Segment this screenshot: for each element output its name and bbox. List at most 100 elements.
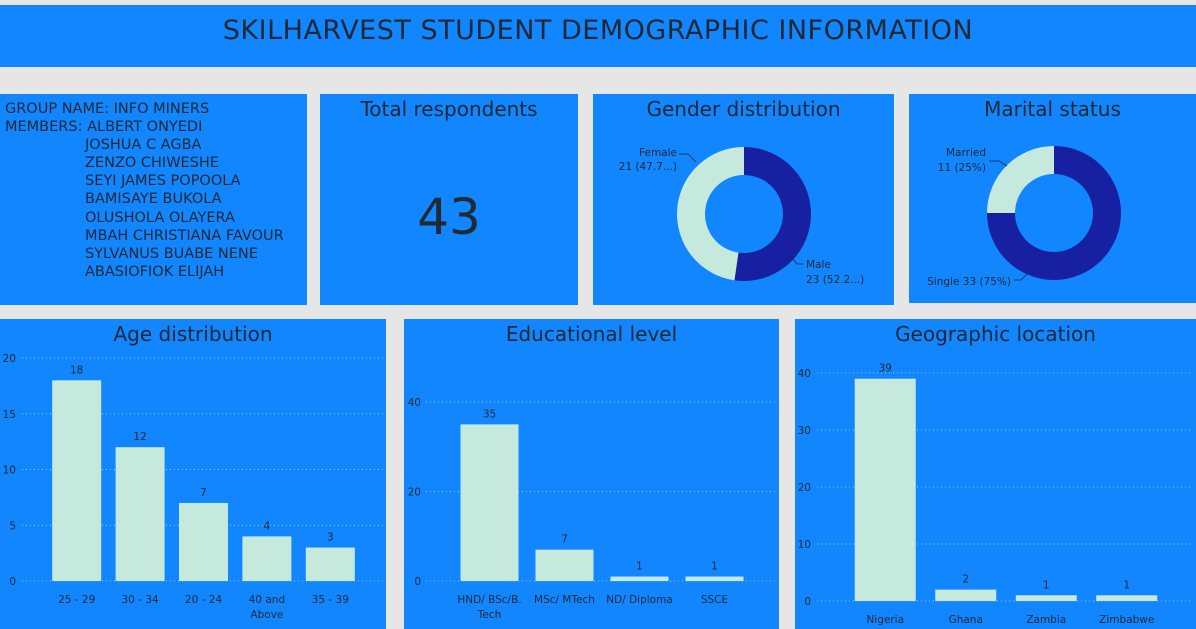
slice-value-female: 21 (47.7...) (619, 161, 677, 173)
y-tick-label: 20 (798, 482, 811, 494)
bar[interactable] (610, 576, 669, 581)
x-tick-label: 35 - 39 (312, 594, 349, 606)
x-tick-label: SSCE (701, 594, 728, 606)
data-label: 18 (70, 364, 83, 376)
member-name: ABASIOFIOK ELIJAH (85, 263, 225, 280)
x-tick-label: MSc/ MTech (534, 594, 595, 606)
dashboard-title: SKILHARVEST STUDENT DEMOGRAPHIC INFORMAT… (222, 15, 974, 46)
donut-slice-married[interactable] (987, 146, 1054, 213)
y-tick-label: 20 (408, 487, 421, 499)
data-label: 7 (561, 534, 568, 546)
y-tick-label: 40 (798, 368, 811, 380)
data-label: 1 (711, 561, 718, 573)
bar[interactable] (460, 424, 519, 581)
y-tick-label: 30 (798, 425, 811, 437)
x-tick-label: Ghana (949, 614, 983, 626)
total-respondents-card[interactable]: Total respondents 43 (320, 94, 578, 305)
education-bar-chart[interactable]: 0 20 40 35 HND/ BSc/B. Tech 7 MSc/ MTech 1 ND/ Di… (404, 319, 779, 629)
group-name: GROUP NAME: INFO MINERS (5, 101, 210, 117)
geo-card[interactable]: Geographic location 0 10 20 30 40 39 Nigeria 2 G… (795, 319, 1196, 629)
x-tick-label: 30 - 34 (122, 594, 160, 606)
data-label: 35 (483, 408, 496, 420)
marital-donut-chart[interactable]: Married 11 (25%) Single 33 (75%) (909, 94, 1196, 303)
data-label: 1 (1123, 579, 1130, 591)
group-info: GROUP NAME: INFO MINERS MEMBERS: ALBERT … (5, 100, 284, 281)
member-name: MEMBERS: ALBERT ONYEDI (5, 119, 203, 136)
donut-slice-female[interactable] (677, 147, 744, 281)
y-tick-label: 5 (9, 520, 16, 532)
x-tick-label: 20 - 24 (185, 594, 223, 606)
slice-label-female: Female (639, 147, 677, 159)
age-bar-chart[interactable]: 0 5 10 15 20 18 25 - 29 12 30 - 34 7 20 - 24 4 40 an… (0, 319, 386, 629)
x-tick-label: HND/ BSc/B. (457, 594, 521, 606)
data-label: 2 (962, 574, 969, 586)
y-tick-label: 0 (804, 596, 811, 608)
bar[interactable] (305, 547, 355, 581)
bar[interactable] (1096, 595, 1158, 601)
data-label: 1 (636, 561, 643, 573)
bar[interactable] (935, 589, 997, 601)
member-name: ZENZO CHIWESHE (85, 155, 219, 172)
header-banner: SKILHARVEST STUDENT DEMOGRAPHIC INFORMAT… (0, 5, 1196, 67)
x-tick-label: 25 - 29 (58, 594, 95, 606)
bar[interactable] (535, 549, 594, 581)
leader-line (790, 255, 803, 265)
y-tick-label: 20 (3, 353, 16, 365)
bar[interactable] (685, 576, 744, 581)
education-card[interactable]: Educational level 0 20 40 35 HND/ BSc/B. Tech… (404, 319, 779, 629)
age-card[interactable]: Age distribution 0 5 10 15 20 18 25 - 29 12 30 -… (0, 319, 386, 629)
bar[interactable] (52, 380, 102, 581)
x-tick-label: Above (250, 609, 283, 621)
donut-slice-single[interactable] (987, 146, 1121, 280)
member-name: MBAH CHRISTIANA FAVOUR (85, 227, 284, 244)
data-label: 1 (1043, 579, 1050, 591)
member-name: JOSHUA C AGBA (85, 137, 202, 154)
bar[interactable] (854, 378, 916, 601)
x-tick-label: Nigeria (866, 614, 904, 626)
data-label: 7 (200, 487, 207, 499)
member-name: SEYI JAMES POPOOLA (85, 173, 241, 190)
group-card[interactable]: GROUP NAME: INFO MINERS MEMBERS: ALBERT … (0, 94, 307, 305)
age-title: Age distribution (113, 322, 273, 346)
x-tick-label: Zimbabwe (1099, 614, 1154, 626)
geo-bar-chart[interactable]: 0 10 20 30 40 39 Nigeria 2 Ghana 1 Zambia 1 Zimbabwe (795, 319, 1196, 629)
bar[interactable] (115, 447, 165, 581)
geo-title: Geographic location (895, 322, 1096, 346)
member-name: OLUSHOLA OLAYERA (85, 209, 235, 226)
leader-line (1014, 273, 1028, 281)
y-tick-label: 10 (798, 539, 811, 551)
gender-donut-chart[interactable]: Female 21 (47.7...) Male 23 (52.2...) (593, 94, 894, 305)
total-respondents-title: Total respondents (360, 97, 538, 121)
x-tick-label: Tech (477, 609, 502, 621)
y-tick-label: 0 (9, 576, 16, 588)
total-respondents-value: 43 (417, 188, 481, 246)
data-label: 3 (327, 532, 334, 544)
slice-value-single: Single 33 (75%) (927, 276, 1011, 288)
marital-card[interactable]: Marital status Married 11 (25%) Single 33 … (909, 94, 1196, 303)
education-title: Educational level (505, 322, 678, 346)
data-label: 4 (264, 520, 271, 532)
y-tick-label: 10 (3, 465, 16, 477)
member-name: SYLVANUS BUABE NENE (85, 245, 258, 262)
bar[interactable] (242, 536, 292, 581)
bar[interactable] (1015, 595, 1077, 601)
data-label: 39 (879, 363, 892, 375)
gender-card[interactable]: Gender distribution Female 21 (47.7...) Ma… (593, 94, 894, 305)
y-tick-label: 0 (414, 576, 421, 588)
bar[interactable] (179, 502, 228, 581)
data-label: 12 (133, 431, 146, 443)
x-tick-label: Zambia (1026, 614, 1066, 626)
leader-line (679, 153, 697, 163)
slice-label-married: Married (946, 147, 986, 159)
y-tick-label: 15 (3, 409, 16, 421)
x-tick-label: 40 and (249, 594, 285, 606)
slice-value-male: 23 (52.2...) (806, 274, 864, 286)
x-tick-label: ND/ Diploma (606, 594, 673, 606)
y-tick-label: 40 (408, 397, 421, 409)
donut-slice-male[interactable] (734, 147, 811, 281)
gender-title: Gender distribution (646, 97, 841, 121)
member-name: BAMISAYE BUKOLA (85, 191, 222, 208)
slice-value-married: 11 (25%) (938, 162, 986, 174)
slice-label-male: Male (806, 259, 831, 271)
marital-title: Marital status (984, 97, 1121, 121)
